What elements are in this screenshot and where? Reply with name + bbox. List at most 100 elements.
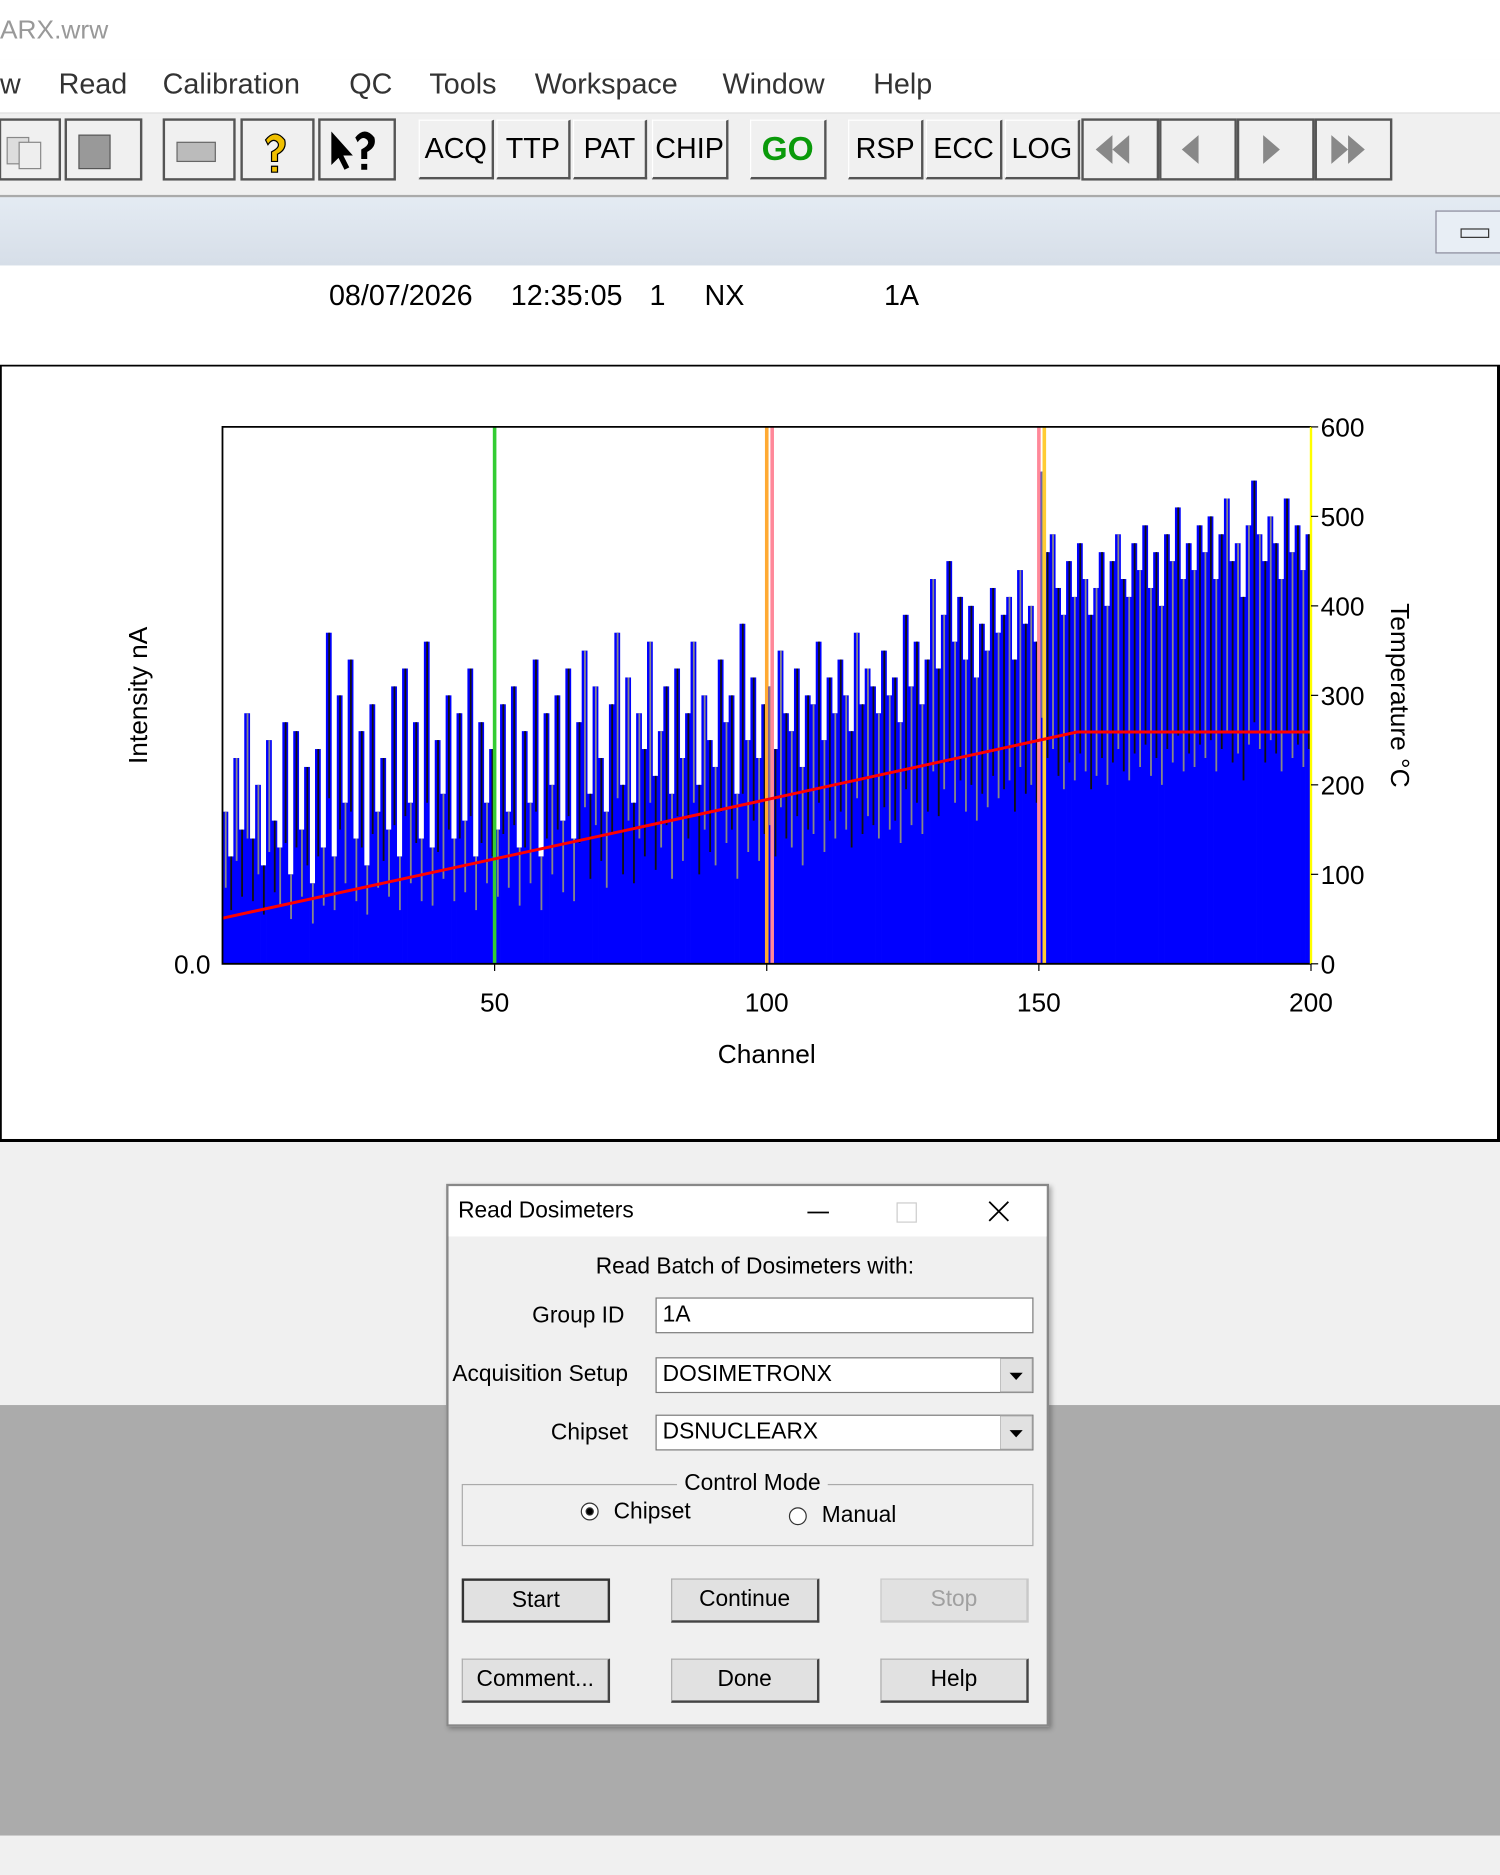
menu-item[interactable]: Read bbox=[58, 68, 128, 101]
toolbar-icons bbox=[0, 118, 1393, 181]
paste-icon bbox=[78, 134, 111, 170]
x-tick-label: 200 bbox=[1289, 988, 1333, 1018]
bar bbox=[712, 766, 719, 964]
y-axis-label: Intensity nA bbox=[123, 626, 153, 764]
last-icon bbox=[1331, 135, 1365, 164]
bar bbox=[1027, 605, 1034, 964]
print-icon bbox=[176, 141, 216, 163]
plot-frame bbox=[221, 426, 1312, 965]
toolbar-button[interactable]: RSP bbox=[848, 119, 924, 180]
dialog-button[interactable]: Continue bbox=[671, 1578, 820, 1623]
menu-item[interactable]: Window bbox=[722, 68, 825, 101]
menu-item[interactable]: QC bbox=[349, 68, 393, 101]
radio-dot bbox=[585, 1507, 594, 1516]
radio[interactable] bbox=[788, 1507, 807, 1526]
menu-item[interactable]: Calibration bbox=[162, 68, 300, 101]
bar bbox=[968, 605, 974, 964]
minimize-button[interactable] bbox=[1435, 210, 1500, 254]
bar bbox=[995, 632, 1002, 964]
radio-label[interactable]: Chipset bbox=[613, 1499, 691, 1525]
dropdown[interactable]: DSNUCLEARX bbox=[655, 1414, 1034, 1451]
help-icon bbox=[264, 133, 286, 173]
pointer-icon bbox=[331, 131, 353, 170]
chart: 50 100 150 200 0.0 0 100 200 300 400 500 600 Channel… bbox=[0, 364, 1500, 1142]
bar bbox=[777, 650, 784, 964]
radio-area bbox=[580, 1502, 807, 1526]
bar bbox=[325, 632, 332, 964]
bar bbox=[853, 632, 860, 964]
info-bar bbox=[0, 265, 1500, 365]
last-button[interactable] bbox=[1314, 118, 1393, 181]
y2-axis-label: Temperature °C bbox=[1385, 603, 1415, 787]
bar bbox=[1104, 605, 1110, 964]
y2-tick-label: 600 bbox=[1321, 412, 1365, 442]
y2-tick-label: 500 bbox=[1321, 502, 1365, 532]
x-tick-label: 150 bbox=[1017, 988, 1061, 1018]
dialog-button[interactable]: Help bbox=[880, 1658, 1029, 1703]
toolbar-button[interactable]: PAT bbox=[572, 119, 648, 180]
y2-tick-label: 100 bbox=[1321, 860, 1365, 890]
time: 12:35:05 bbox=[510, 279, 623, 313]
group-title: Control Mode bbox=[677, 1470, 828, 1498]
toolbar-button[interactable]: GO bbox=[749, 119, 827, 180]
maximize bbox=[896, 1202, 917, 1223]
y2-tick-label: 0 bbox=[1321, 949, 1336, 979]
text-input[interactable]: 1A bbox=[655, 1297, 1034, 1334]
dialog-heading: Read Batch of Dosimeters with: bbox=[595, 1254, 915, 1280]
dialog-button[interactable]: Comment... bbox=[461, 1658, 611, 1703]
number: 1 bbox=[649, 279, 666, 313]
y2-tick-label: 400 bbox=[1321, 591, 1365, 621]
y2-tick-label: 200 bbox=[1321, 770, 1365, 800]
toolbar-button[interactable]: CHIP bbox=[651, 119, 729, 180]
dialog-button[interactable]: Done bbox=[671, 1658, 820, 1703]
code: NX bbox=[704, 279, 745, 313]
bar bbox=[881, 650, 887, 964]
dialog-title: Read Dosimeters bbox=[458, 1198, 634, 1224]
bar bbox=[799, 766, 806, 964]
field-label: Group ID bbox=[532, 1303, 625, 1329]
window-title: ARX.wrw bbox=[0, 14, 109, 45]
bar bbox=[581, 650, 588, 964]
next-icon bbox=[1263, 135, 1280, 164]
dialog-button[interactable]: Start bbox=[461, 1578, 611, 1623]
x-tick-label: 100 bbox=[745, 988, 789, 1018]
group: 1A bbox=[883, 279, 920, 313]
x-tick-label: 50 bbox=[480, 988, 509, 1018]
menu-item[interactable]: Help bbox=[873, 68, 933, 101]
dropdown[interactable]: DOSIMETRONX bbox=[655, 1357, 1034, 1394]
radio-label[interactable]: Manual bbox=[821, 1503, 897, 1529]
toolbar-button[interactable]: LOG bbox=[1004, 119, 1081, 180]
copy-icon bbox=[18, 141, 42, 170]
bar bbox=[304, 766, 310, 964]
toolbar-button[interactable]: ACQ bbox=[418, 119, 495, 180]
close[interactable] bbox=[988, 1201, 1010, 1222]
dialog bbox=[446, 1183, 1050, 1727]
title-bar bbox=[0, 0, 1500, 60]
menu-item[interactable]: Workspace bbox=[534, 68, 678, 101]
bar bbox=[984, 650, 991, 964]
y-tick-label: 0.0 bbox=[174, 949, 211, 979]
arrow bbox=[1009, 1430, 1023, 1438]
help-icon bbox=[355, 131, 375, 170]
y2-tick-label: 300 bbox=[1321, 681, 1365, 711]
menu-bar bbox=[0, 59, 1500, 114]
menu-item[interactable]: w bbox=[0, 68, 21, 101]
bar bbox=[614, 632, 621, 964]
arrow bbox=[1009, 1372, 1023, 1380]
date: 08/07/2026 bbox=[328, 279, 473, 313]
temperature-line bbox=[222, 730, 1312, 920]
field-label: Chipset bbox=[550, 1420, 628, 1446]
toolbar-button[interactable]: ECC bbox=[925, 119, 1003, 180]
dialog-title-bar bbox=[448, 1186, 1047, 1237]
dropdown-arrows bbox=[999, 1358, 1033, 1450]
prev-icon bbox=[1181, 135, 1199, 164]
window-controls bbox=[807, 1201, 1010, 1223]
workspace-band bbox=[0, 197, 1500, 266]
chart-border bbox=[0, 364, 1500, 1142]
bar bbox=[1158, 605, 1165, 964]
menu-item[interactable]: Tools bbox=[429, 68, 497, 101]
x-axis-label: Channel bbox=[718, 1039, 816, 1069]
context-help-button[interactable] bbox=[318, 118, 396, 181]
toolbar-button[interactable]: TTP bbox=[496, 119, 571, 180]
